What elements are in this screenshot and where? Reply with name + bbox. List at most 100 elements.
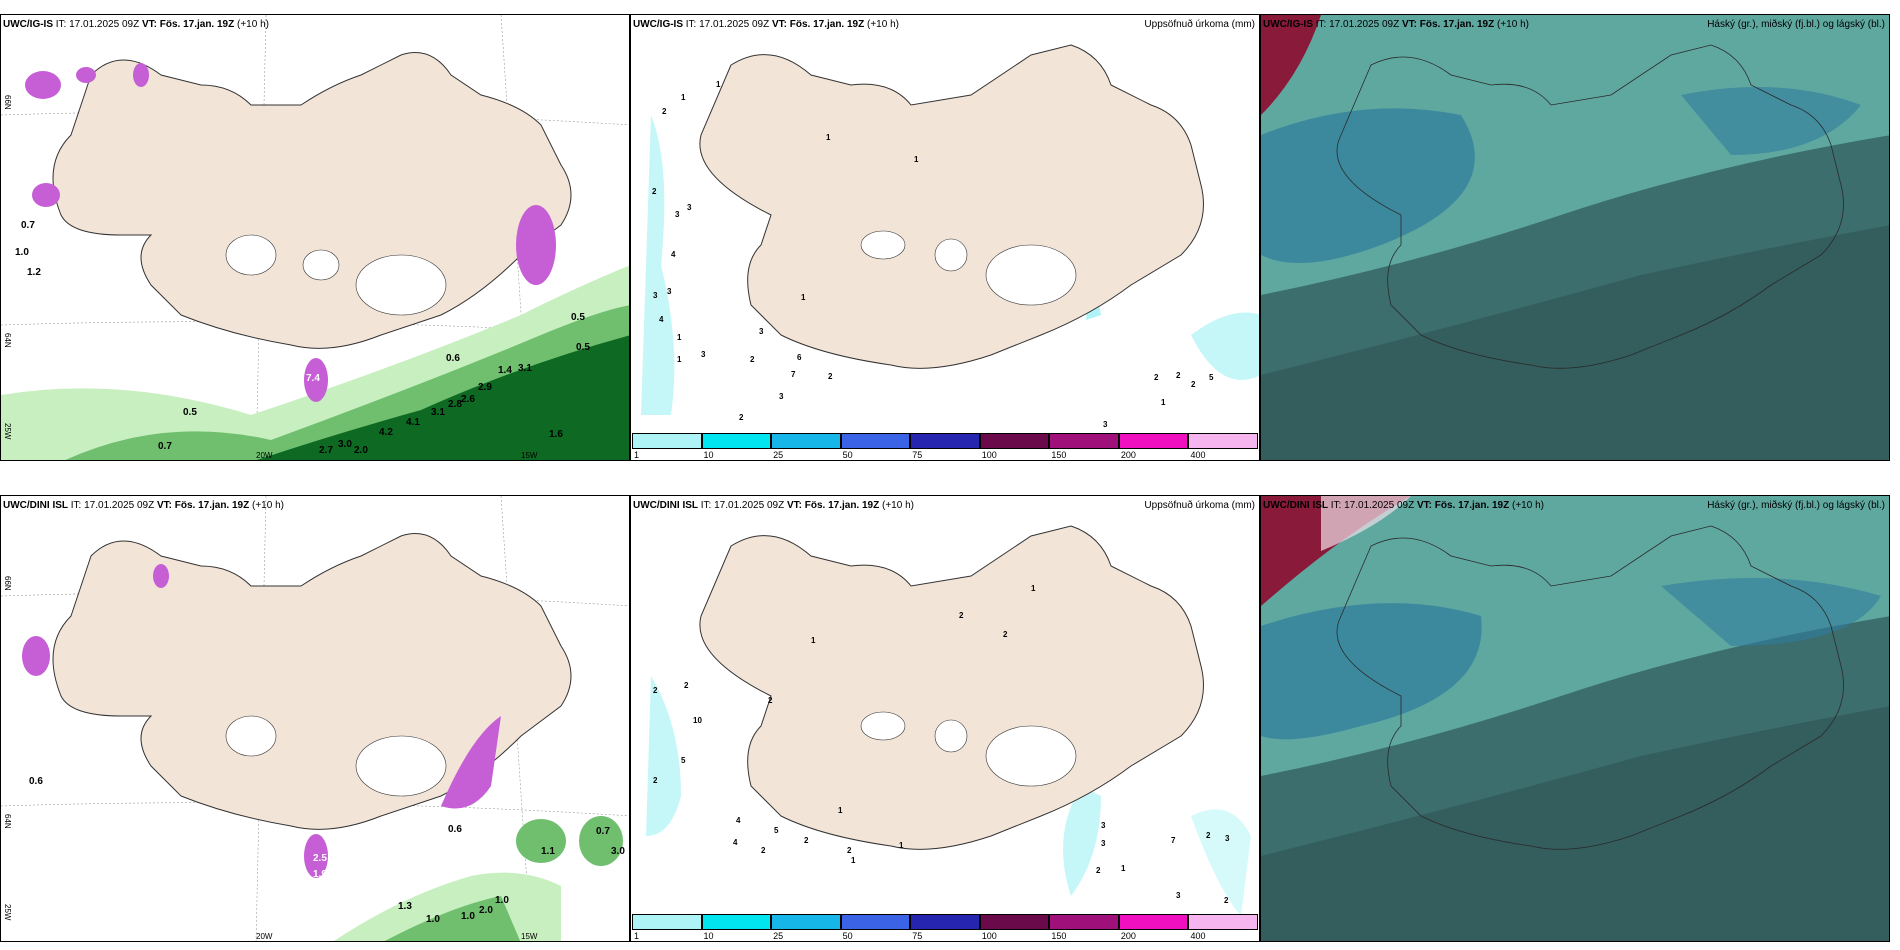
- colorbar-segment: [632, 433, 702, 449]
- accum-value: 4: [671, 250, 676, 259]
- accum-value: 3: [687, 203, 692, 212]
- accum-value: 3: [1101, 821, 1106, 830]
- model-name: UWC/DINI ISL: [633, 500, 698, 511]
- panel-ig-accum: UWC/IG-IS IT: 17.01.2025 09Z VT: Fös. 17…: [630, 14, 1260, 461]
- lead-time: (+10 h): [867, 19, 899, 30]
- accum-value: 3: [1225, 834, 1230, 843]
- grid-label: 25W: [3, 904, 12, 921]
- map-header: UWC/DINI ISL IT: 17.01.2025 09Z VT: Fös.…: [3, 500, 284, 511]
- accum-value: 2: [653, 686, 658, 695]
- accum-value: 2: [847, 846, 852, 855]
- precip-value: 2.5: [313, 853, 327, 864]
- model-name: UWC/IG-IS: [1263, 19, 1313, 30]
- precip-value: 1.6: [549, 429, 563, 440]
- precip-value: 2.7: [319, 445, 333, 456]
- colorbar-label: 25: [773, 450, 784, 460]
- wind-precip-map: [1, 496, 629, 941]
- precip-value: 1.0: [15, 247, 29, 258]
- colorbar-segment: [840, 914, 911, 930]
- accum-value: 2: [1224, 896, 1229, 905]
- lead-time: (+10 h): [1497, 19, 1529, 30]
- precip-value: 1.3: [398, 901, 412, 912]
- lead-time: (+10 h): [237, 19, 269, 30]
- accum-value: 7: [791, 370, 796, 379]
- accum-value: 6: [797, 353, 802, 362]
- colorbar-segment: [1188, 914, 1258, 930]
- colorbar-label: 400: [1190, 450, 1206, 460]
- colorbar-label: 10: [703, 450, 714, 460]
- accum-value: 2: [750, 355, 755, 364]
- colorbar-label: 75: [912, 450, 923, 460]
- colorbar-label: 50: [842, 931, 853, 941]
- colorbar-segment: [701, 433, 772, 449]
- vt-label: VT:: [1416, 500, 1432, 511]
- accum-value: 2: [1154, 373, 1159, 382]
- colorbar-segment: [979, 433, 1050, 449]
- panel-ig-cloud: UWC/IG-IS IT: 17.01.2025 09Z VT: Fös. 17…: [1260, 14, 1890, 461]
- grid-label: 66N: [3, 576, 12, 591]
- valid-time: Fös. 17.jan. 19Z: [1419, 19, 1495, 30]
- accum-precip-map: [641, 44, 1259, 415]
- accum-value: 1: [1121, 864, 1126, 873]
- accum-value: 2: [1176, 371, 1181, 380]
- colorbar-label: 75: [912, 931, 923, 941]
- colorbar-segment: [1049, 433, 1119, 449]
- accum-value: 3: [667, 287, 672, 296]
- precip-value: 4.2: [379, 427, 393, 438]
- colorbar-segment: [771, 914, 841, 930]
- precip-value: 0.6: [446, 353, 460, 364]
- it-label: IT:: [700, 500, 712, 511]
- lead-time: (+10 h): [252, 500, 284, 511]
- accum-value: 3: [1176, 891, 1181, 900]
- map-header: UWC/DINI ISL IT: 17.01.2025 09Z VT: Fös.…: [633, 500, 914, 511]
- accum-value: 3: [701, 350, 706, 359]
- accum-value: 10: [693, 716, 702, 725]
- cloud-title: Háský (gr.), miðský (fj.bl.) og lágský (…: [1707, 500, 1885, 511]
- colorbar: 1 10 25 50 75 100 150 200 400: [632, 433, 1258, 460]
- precip-value: 1.9: [313, 869, 327, 880]
- colorbar-segment: [1118, 914, 1189, 930]
- precip-value: 1.2: [27, 267, 41, 278]
- colorbar-segment: [1188, 433, 1258, 449]
- map-header: UWC/IG-IS IT: 17.01.2025 09Z VT: Fös. 17…: [1263, 19, 1529, 30]
- it-label: IT:: [1315, 19, 1327, 30]
- precip-value: 1.0: [426, 914, 440, 925]
- colorbar-segment: [701, 914, 772, 930]
- accum-value: 7: [1171, 836, 1176, 845]
- colorbar-label: 150: [1051, 931, 1067, 941]
- accum-value: 2: [684, 681, 689, 690]
- accum-value: 1: [899, 841, 904, 850]
- accum-value: 1: [851, 856, 856, 865]
- vt-label: VT:: [1401, 19, 1417, 30]
- colorbar-label: 150: [1051, 450, 1067, 460]
- colorbar-segment: [910, 433, 980, 449]
- map-header: UWC/IG-IS IT: 17.01.2025 09Z VT: Fös. 17…: [633, 19, 899, 30]
- accum-value: 2: [761, 846, 766, 855]
- colorbar-label: 25: [773, 931, 784, 941]
- precip-value: 0.5: [183, 407, 197, 418]
- initial-time: 17.01.2025 09Z: [1329, 19, 1400, 30]
- colorbar-label: 1: [634, 931, 640, 941]
- accum-value: 3: [779, 392, 784, 401]
- accum-value: 2: [652, 187, 657, 196]
- colorbar-segment: [771, 433, 841, 449]
- accum-value: 1: [677, 355, 682, 364]
- accum-value: 1: [801, 293, 806, 302]
- colorbar-label: 100: [981, 450, 997, 460]
- precip-value: 2.0: [354, 445, 368, 456]
- it-label: IT:: [55, 19, 67, 30]
- accum-value: 1: [826, 133, 831, 142]
- model-name: UWC/DINI ISL: [1263, 500, 1328, 511]
- accum-title: Uppsöfnuð úrkoma (mm): [1144, 500, 1255, 511]
- valid-time: Fös. 17.jan. 19Z: [789, 19, 865, 30]
- grid-label: 20W: [256, 451, 273, 460]
- precip-value: 7.4: [306, 373, 320, 384]
- map-header: UWC/IG-IS IT: 17.01.2025 09Z VT: Fös. 17…: [3, 19, 269, 30]
- accum-value: 3: [759, 327, 764, 336]
- initial-time: 17.01.2025 09Z: [699, 19, 770, 30]
- accum-value: 1: [1031, 584, 1036, 593]
- valid-time: Fös. 17.jan. 19Z: [804, 500, 880, 511]
- accum-value: 1: [914, 155, 919, 164]
- valid-time: Fös. 17.jan. 19Z: [1434, 500, 1510, 511]
- accum-value: 3: [675, 210, 680, 219]
